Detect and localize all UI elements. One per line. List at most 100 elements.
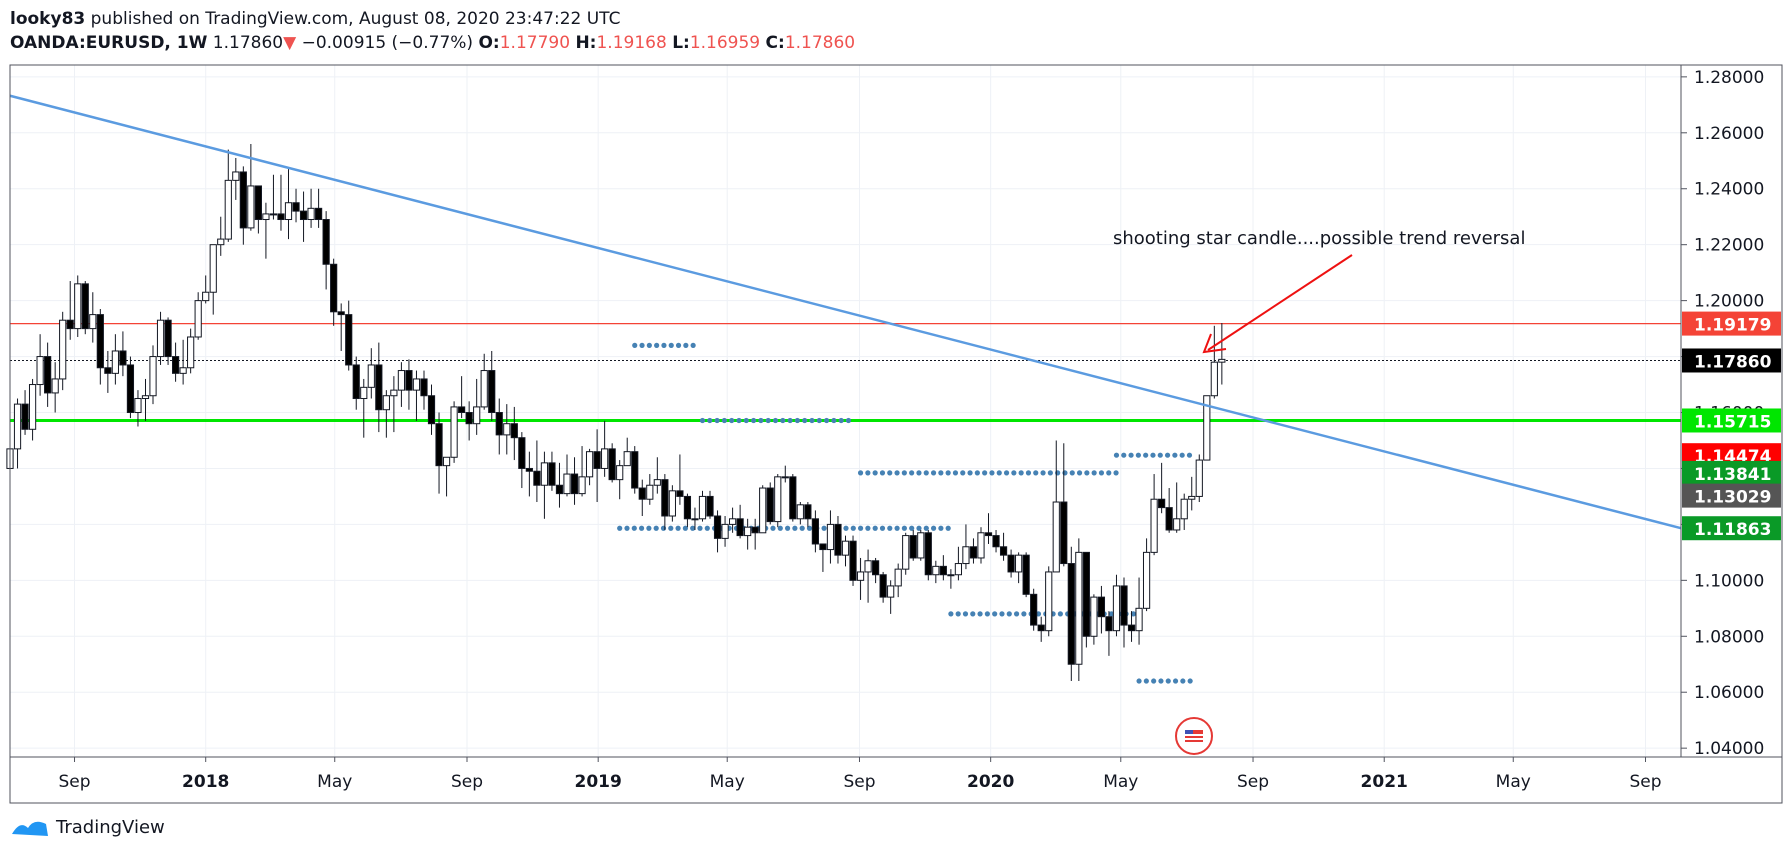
published-text: published on TradingView.com, August 08,… — [90, 9, 621, 29]
candle — [1105, 611, 1113, 656]
symbol-label: OANDA:EURUSD, 1W — [10, 33, 208, 53]
candle — [856, 557, 865, 600]
candle — [1135, 577, 1143, 645]
candle — [510, 406, 518, 461]
candle — [1165, 488, 1173, 533]
annotation-text: shooting star candle....possible trend r… — [1113, 228, 1525, 249]
candle — [1045, 566, 1053, 637]
candle — [947, 569, 955, 589]
candle — [713, 510, 722, 553]
descending-trendline[interactable] — [9, 94, 1682, 530]
candle — [44, 342, 52, 407]
candle — [427, 384, 436, 435]
price-label-1.15715: 1.15715 — [1682, 408, 1781, 433]
low-label: L: — [672, 33, 690, 53]
candle — [759, 485, 767, 534]
candle — [284, 169, 293, 240]
price-tick-label: 1.04000 — [1694, 739, 1764, 759]
candle — [525, 451, 533, 497]
candle — [209, 244, 217, 315]
candle — [932, 560, 940, 584]
close-value: 1.17860 — [784, 33, 856, 53]
candle — [36, 334, 44, 396]
open-value: 1.17790 — [499, 33, 571, 53]
dotted-level-5 — [948, 611, 1136, 617]
candle — [277, 174, 285, 231]
candle — [480, 353, 488, 410]
candle — [736, 504, 744, 539]
candle — [345, 300, 353, 371]
time-tick-label: Sep — [843, 772, 875, 792]
candle — [104, 350, 112, 393]
candle — [1158, 462, 1166, 514]
time-tick-label: May — [1496, 772, 1531, 792]
candle — [262, 202, 270, 259]
time-tick-label: 2020 — [967, 772, 1014, 792]
tradingview-footer[interactable]: TradingView — [10, 816, 165, 838]
candle — [450, 401, 458, 463]
candle — [1173, 482, 1181, 533]
annotation-arrow — [1207, 254, 1353, 351]
candle — [1022, 552, 1030, 598]
candle — [887, 580, 895, 614]
time-tick-label: May — [317, 772, 352, 792]
candle — [299, 191, 308, 242]
price-tick-label: 1.20000 — [1694, 292, 1764, 312]
time-tick-label: May — [710, 772, 745, 792]
chart-header: looky83 published on TradingView.com, Au… — [10, 8, 1710, 54]
price-tick-label: 1.22000 — [1694, 236, 1764, 256]
candle — [360, 378, 368, 438]
candle — [721, 516, 729, 547]
candle — [1210, 325, 1218, 399]
price-label-1.17860: 1.17860 — [1682, 348, 1781, 373]
candle — [585, 448, 594, 486]
trendline-group[interactable] — [9, 94, 1682, 530]
candle — [1082, 551, 1090, 648]
candle — [668, 485, 676, 522]
candle — [1075, 538, 1083, 682]
candle — [834, 516, 842, 564]
candle — [744, 518, 752, 550]
candle — [337, 303, 345, 351]
author-name[interactable]: looky83 — [10, 9, 86, 29]
candle — [202, 275, 210, 304]
candle — [683, 493, 692, 528]
time-tick-label: 2021 — [1361, 772, 1408, 792]
price-tick-label: 1.06000 — [1694, 683, 1764, 703]
candle — [1007, 549, 1015, 578]
time-tick-label: Sep — [1629, 772, 1661, 792]
time-tick-label: May — [1103, 772, 1138, 792]
candle — [533, 440, 541, 503]
publish-info: looky83 published on TradingView.com, Au… — [10, 8, 1710, 30]
time-tick-label: Sep — [451, 772, 483, 792]
change-value: −0.00915 (−0.77%) — [301, 33, 474, 53]
candle — [74, 275, 82, 337]
candle — [330, 258, 338, 326]
candle — [397, 362, 406, 407]
candle — [917, 529, 925, 561]
candle — [939, 555, 947, 581]
candle — [623, 437, 631, 467]
event-flag-icon[interactable] — [1175, 717, 1213, 755]
candle — [473, 378, 481, 435]
price-label-text: 1.11863 — [1694, 520, 1771, 540]
time-axis[interactable] — [9, 756, 1783, 804]
candles — [6, 143, 1226, 682]
candle — [616, 460, 624, 500]
candle — [796, 502, 804, 525]
candle — [962, 524, 970, 570]
candle — [232, 157, 240, 200]
candle — [375, 342, 383, 433]
candle — [570, 457, 579, 505]
down-arrow-icon: ▼ — [283, 33, 297, 53]
time-tick-label: Sep — [1237, 772, 1269, 792]
candle — [382, 390, 390, 438]
candle — [412, 370, 421, 421]
candle — [578, 446, 586, 497]
time-tick-label: 2018 — [182, 772, 229, 792]
last-price-value: 1.17860 — [212, 33, 284, 53]
candle — [977, 527, 985, 564]
candle — [819, 543, 827, 572]
candle — [269, 174, 278, 220]
